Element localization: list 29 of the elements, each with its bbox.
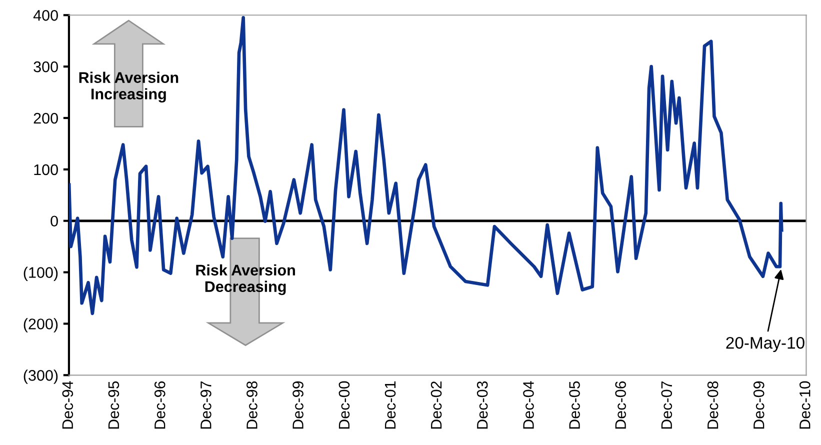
x-tick-label: Dec-02	[430, 381, 442, 429]
x-tick-label: Dec-05	[569, 381, 580, 429]
x-tick-label: Dec-96	[154, 381, 166, 429]
x-tick-label: Dec-10	[800, 381, 810, 429]
y-tick-label: (100)	[24, 266, 58, 281]
x-tick-label: Dec-01	[384, 381, 396, 429]
x-tick-label: Dec-03	[476, 381, 488, 429]
y-tick-label: 400	[33, 10, 58, 21]
x-tick-label: Dec-04	[523, 381, 534, 429]
x-tick-label: Dec-97	[200, 381, 212, 429]
annotation: 20-May-10	[726, 336, 804, 352]
x-tick-label: Dec-95	[108, 381, 120, 429]
annotation: Risk Aversion Decreasing	[196, 264, 295, 296]
y-tick-label: (200)	[24, 318, 58, 332]
annotation: Risk Aversion Increasing	[79, 72, 178, 103]
x-tick-label: Dec-94	[62, 381, 74, 429]
y-tick-label: 0	[50, 216, 58, 227]
y-tick-label: 300	[34, 61, 58, 72]
x-tick-label: Dec-99	[292, 381, 304, 429]
y-tick-label: (300)	[24, 370, 58, 384]
x-tick-label: Dec-08	[707, 381, 718, 429]
x-tick-label: Dec-09	[753, 381, 764, 429]
x-tick-label: Dec-00	[338, 381, 350, 429]
x-tick-label: Dec-98	[246, 381, 258, 429]
y-tick-label: 100	[34, 164, 58, 176]
line-series	[68, 16, 784, 316]
y-tick-label: 200	[34, 112, 58, 124]
x-tick-label: Dec-06	[615, 381, 626, 429]
x-tick-label: Dec-07	[661, 381, 672, 429]
